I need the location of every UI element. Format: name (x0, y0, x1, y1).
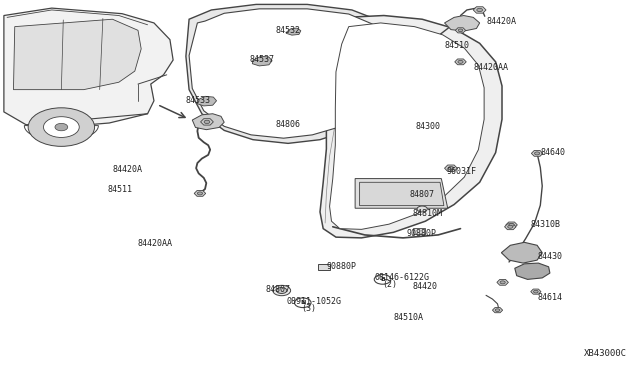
Polygon shape (473, 7, 486, 13)
Text: 08146-6122G: 08146-6122G (374, 273, 429, 282)
Text: B: B (380, 277, 385, 282)
Text: 84510: 84510 (445, 41, 470, 50)
Text: 90880P: 90880P (326, 262, 356, 271)
Polygon shape (455, 59, 467, 65)
Polygon shape (330, 23, 484, 230)
Text: 84511: 84511 (108, 185, 133, 194)
Text: 84807: 84807 (410, 190, 435, 199)
Text: 84614: 84614 (537, 293, 562, 302)
Circle shape (28, 108, 95, 146)
Text: 90880P: 90880P (406, 229, 436, 238)
Polygon shape (189, 9, 383, 138)
Circle shape (294, 298, 311, 308)
Text: 84807: 84807 (266, 285, 291, 294)
Text: N: N (300, 300, 305, 305)
Polygon shape (492, 308, 502, 313)
Circle shape (276, 288, 287, 294)
Circle shape (417, 206, 428, 212)
Text: 84537: 84537 (250, 55, 275, 64)
FancyBboxPatch shape (318, 264, 330, 270)
Text: 84640: 84640 (540, 148, 565, 157)
Text: 84532: 84532 (275, 26, 300, 35)
Polygon shape (497, 279, 508, 285)
Polygon shape (286, 28, 301, 35)
Text: 84420AA: 84420AA (138, 239, 173, 248)
Polygon shape (506, 222, 517, 228)
Text: XB43000C: XB43000C (584, 349, 627, 358)
Polygon shape (252, 56, 272, 66)
Polygon shape (200, 119, 213, 125)
Circle shape (477, 8, 483, 12)
Text: 84420AA: 84420AA (473, 63, 508, 72)
Circle shape (448, 167, 454, 170)
Polygon shape (515, 263, 550, 279)
Text: 84806: 84806 (275, 121, 300, 129)
Circle shape (508, 225, 513, 228)
Polygon shape (192, 114, 224, 130)
Polygon shape (13, 19, 141, 90)
Circle shape (458, 29, 463, 32)
Polygon shape (445, 165, 458, 171)
Text: 96031F: 96031F (447, 167, 476, 176)
Circle shape (374, 275, 391, 284)
Polygon shape (531, 289, 541, 294)
Polygon shape (504, 224, 516, 230)
Circle shape (417, 187, 428, 194)
Polygon shape (456, 28, 466, 33)
Text: 84430: 84430 (537, 252, 562, 261)
Text: 84420: 84420 (413, 282, 438, 291)
Text: 84310B: 84310B (531, 221, 561, 230)
Text: 84300: 84300 (416, 122, 441, 131)
Text: 84420A: 84420A (486, 17, 516, 26)
Circle shape (273, 285, 291, 296)
Polygon shape (501, 242, 542, 263)
Polygon shape (531, 151, 543, 156)
Text: (3): (3) (301, 304, 316, 313)
Circle shape (534, 152, 540, 155)
Text: (2): (2) (382, 280, 397, 289)
Text: 84510A: 84510A (394, 313, 424, 322)
Text: 84420A: 84420A (113, 165, 143, 174)
Polygon shape (24, 126, 99, 141)
Text: 84810M: 84810M (413, 209, 443, 218)
Circle shape (458, 60, 463, 63)
Polygon shape (4, 8, 173, 127)
Circle shape (495, 309, 500, 311)
Polygon shape (360, 182, 444, 206)
Polygon shape (445, 16, 479, 31)
Text: 84533: 84533 (186, 96, 211, 105)
Circle shape (204, 120, 210, 124)
Polygon shape (320, 16, 502, 238)
Circle shape (197, 192, 202, 195)
Polygon shape (355, 179, 448, 208)
Circle shape (509, 224, 514, 227)
FancyBboxPatch shape (413, 228, 425, 234)
Polygon shape (194, 190, 205, 196)
Polygon shape (197, 96, 216, 106)
Circle shape (534, 290, 538, 293)
Text: 08911-1052G: 08911-1052G (286, 297, 341, 306)
Polygon shape (186, 4, 394, 143)
Circle shape (44, 117, 79, 137)
Circle shape (55, 124, 68, 131)
Circle shape (500, 281, 505, 284)
